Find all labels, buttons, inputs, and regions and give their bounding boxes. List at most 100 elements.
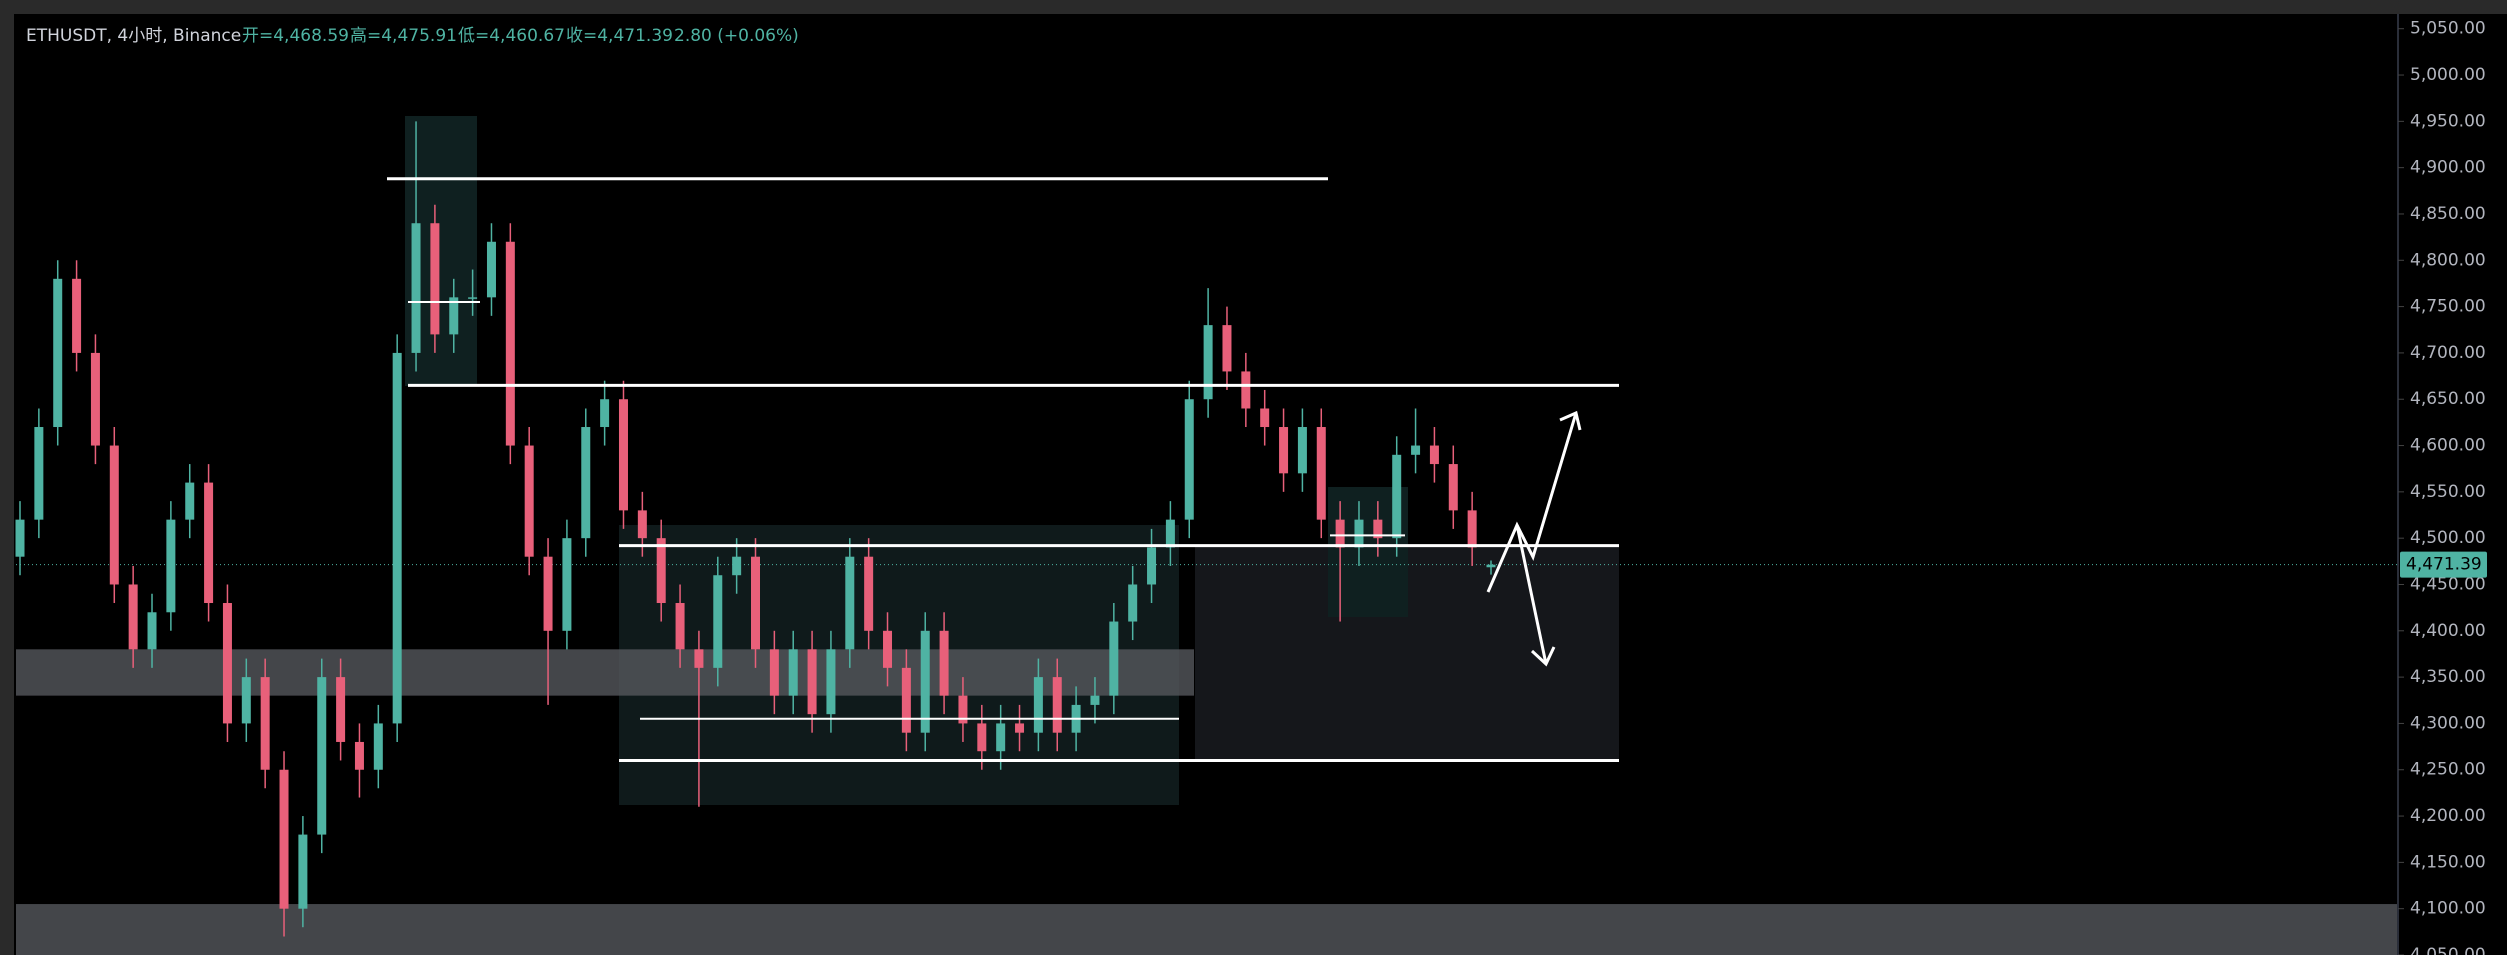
y-tick-label: 4,050.00 bbox=[2410, 945, 2486, 955]
y-tick-label: 4,250.00 bbox=[2410, 760, 2486, 780]
candle-body bbox=[1467, 510, 1477, 548]
zone bbox=[16, 904, 2398, 955]
candle-body bbox=[72, 278, 82, 353]
y-tick-label: 4,450.00 bbox=[2410, 574, 2486, 594]
arrow-up bbox=[1486, 412, 1578, 593]
y-tick-label: 4,350.00 bbox=[2410, 667, 2486, 687]
candle-body bbox=[939, 630, 949, 696]
arrow-down bbox=[1515, 524, 1548, 665]
candle-body bbox=[449, 297, 459, 335]
candle-body bbox=[656, 538, 666, 604]
price-label-box bbox=[2400, 551, 2487, 578]
y-tick-label: 4,550.00 bbox=[2410, 482, 2486, 502]
candle-body bbox=[279, 769, 289, 909]
y-tick-label: 4,700.00 bbox=[2410, 343, 2486, 363]
zone bbox=[16, 649, 1194, 696]
candle-body bbox=[524, 445, 534, 557]
candle-body bbox=[845, 556, 855, 650]
candle-body bbox=[637, 510, 647, 539]
candle-body bbox=[732, 556, 742, 576]
y-tick-label: 4,600.00 bbox=[2410, 436, 2486, 456]
header-value: 2.80 (+0.06%) bbox=[674, 26, 799, 46]
arrowhead bbox=[1530, 646, 1556, 667]
candle-body bbox=[392, 352, 402, 724]
candle-body bbox=[505, 241, 515, 446]
candle-body bbox=[1184, 399, 1194, 520]
candle-body bbox=[1279, 427, 1289, 474]
candle-body bbox=[1165, 519, 1175, 548]
candle-body bbox=[618, 399, 628, 511]
candle-body bbox=[1392, 454, 1402, 539]
y-tick-label: 4,300.00 bbox=[2410, 713, 2486, 733]
candle-body bbox=[486, 241, 496, 298]
candle-body bbox=[241, 677, 251, 724]
candle-body bbox=[675, 603, 685, 650]
candle-body bbox=[1373, 519, 1383, 539]
candle-body bbox=[34, 427, 44, 520]
candle-body bbox=[1147, 547, 1157, 585]
candle-body bbox=[581, 427, 591, 539]
candle-body bbox=[788, 649, 798, 696]
candle-body bbox=[883, 630, 893, 668]
candle-body bbox=[1128, 584, 1138, 622]
candle-body bbox=[694, 649, 704, 668]
y-tick-label: 4,800.00 bbox=[2410, 250, 2486, 270]
y-tick-label: 4,200.00 bbox=[2410, 806, 2486, 826]
candle-body bbox=[373, 723, 383, 770]
y-tick-label: 4,950.00 bbox=[2410, 111, 2486, 131]
candle-body bbox=[354, 741, 364, 770]
candle-body bbox=[109, 445, 119, 585]
candle-body bbox=[751, 556, 760, 650]
candle-body bbox=[977, 723, 987, 752]
candle-body bbox=[826, 649, 836, 715]
candle-body bbox=[807, 649, 817, 715]
candle-body bbox=[1052, 677, 1062, 733]
candle-body bbox=[1241, 371, 1251, 409]
price-axis bbox=[2398, 14, 2507, 955]
candle-body bbox=[204, 482, 214, 604]
candle-body bbox=[958, 695, 968, 724]
candle-body bbox=[1203, 325, 1213, 400]
candle-body bbox=[430, 223, 440, 335]
header-value: 开=4,468.59 bbox=[242, 26, 349, 46]
y-tick-label: 4,850.00 bbox=[2410, 204, 2486, 224]
candle-body bbox=[128, 584, 138, 650]
candle-body bbox=[1316, 427, 1326, 520]
candle-body bbox=[53, 278, 63, 428]
candle-body bbox=[1222, 325, 1232, 372]
candle-body bbox=[562, 538, 572, 631]
header-value: 高=4,475.91 bbox=[350, 26, 457, 46]
candle-body bbox=[1411, 445, 1421, 455]
candle-body bbox=[1335, 519, 1345, 548]
candle-body bbox=[1260, 408, 1270, 428]
candle-body bbox=[1015, 723, 1025, 733]
candle-body bbox=[1354, 519, 1364, 548]
candle-body bbox=[411, 223, 421, 353]
candle-body bbox=[769, 649, 779, 696]
y-tick-label: 4,650.00 bbox=[2410, 389, 2486, 409]
candle-body bbox=[713, 575, 723, 668]
candle-body bbox=[600, 399, 610, 428]
y-tick-label: 5,050.00 bbox=[2410, 19, 2486, 39]
candle-body bbox=[260, 677, 270, 770]
candle-body bbox=[1429, 445, 1439, 465]
candle-body bbox=[336, 677, 346, 742]
candle-body bbox=[185, 482, 195, 520]
candle-body bbox=[147, 612, 157, 650]
candle-body bbox=[222, 603, 232, 724]
y-tick-label: 4,400.00 bbox=[2410, 621, 2486, 641]
y-tick-label: 4,900.00 bbox=[2410, 158, 2486, 178]
candle-body bbox=[1109, 621, 1119, 696]
scenario-arrows bbox=[1486, 410, 1582, 667]
candle-body bbox=[468, 297, 478, 299]
y-tick-label: 4,750.00 bbox=[2410, 297, 2486, 317]
price-label: 4,471.39 bbox=[2406, 555, 2482, 575]
y-tick-label: 4,100.00 bbox=[2410, 899, 2486, 919]
candle-body bbox=[1448, 464, 1458, 511]
candle-body bbox=[864, 556, 874, 631]
y-tick-label: 4,150.00 bbox=[2410, 852, 2486, 872]
candle-body bbox=[317, 677, 327, 835]
arrowhead bbox=[1559, 410, 1582, 431]
